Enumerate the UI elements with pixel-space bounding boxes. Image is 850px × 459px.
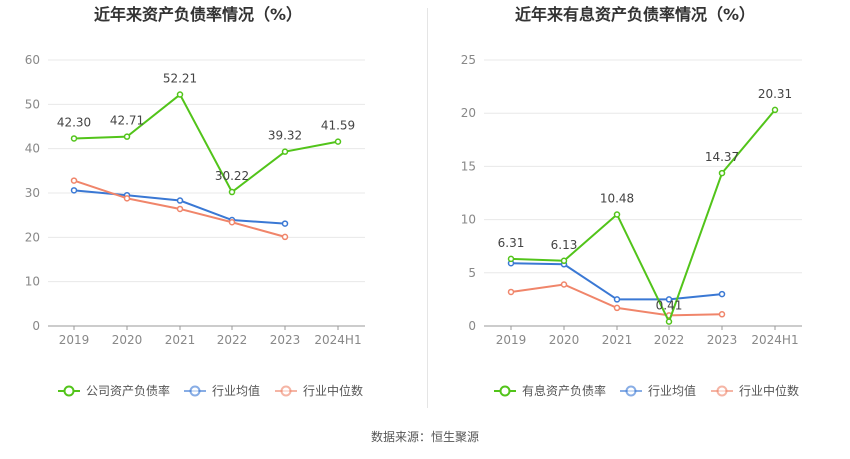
data-label: 6.13 [551, 238, 578, 252]
data-point-0 [70, 135, 78, 142]
data-point-1 [718, 290, 726, 298]
data-label: 42.71 [110, 114, 144, 128]
y-tick-label: 50 [25, 97, 40, 111]
x-tick-label: 2021 [165, 333, 196, 347]
data-point-2 [70, 177, 78, 184]
chart-left: 近年来资产负债率情况（%） 0 10 20 30 40 50 60 2019 2020 2021 20… [25, 5, 365, 398]
chart-title: 近年来有息资产负债率情况（%） [515, 5, 755, 24]
data-point-0 [281, 148, 289, 155]
legend-marker [189, 385, 201, 397]
legend-label: 公司资产负债率 [86, 383, 170, 398]
y-tick-label: 0 [32, 319, 40, 333]
series-line-0 [510, 109, 776, 325]
data-point-0 [560, 257, 568, 265]
data-label: 52.21 [163, 72, 197, 86]
x-tick-label: 2023 [707, 333, 738, 347]
chart-right: 近年来有息资产负债率情况（%） 0 5 10 15 20 25 2019 2020 2021 202… [461, 5, 802, 398]
legend-label: 行业中位数 [739, 383, 799, 398]
legend-marker [280, 385, 292, 397]
x-tick-label: 2020 [549, 333, 580, 347]
data-point-2 [176, 205, 184, 213]
y-tick-label: 15 [461, 159, 476, 173]
data-label: 39.32 [268, 129, 302, 143]
data-point-2 [228, 219, 236, 226]
y-tick-label: 5 [468, 266, 476, 280]
data-point-1 [281, 220, 289, 227]
x-tick-label: 2023 [270, 333, 301, 347]
data-point-2 [718, 311, 726, 318]
data-label: 10.48 [600, 191, 634, 205]
data-label: 0.41 [656, 299, 683, 313]
data-point-1 [70, 187, 78, 194]
data-point-0 [176, 91, 184, 98]
data-point-0 [228, 188, 236, 196]
y-tick-label: 20 [461, 106, 476, 120]
chart-title: 近年来资产负债率情况（%） [94, 5, 302, 24]
data-point-1 [176, 197, 184, 204]
y-tick-label: 10 [461, 213, 476, 227]
data-label: 20.31 [758, 87, 792, 101]
data-point-0 [665, 318, 673, 325]
data-point-2 [560, 281, 568, 288]
x-tick-label: 2019 [59, 333, 90, 347]
y-tick-label: 40 [25, 142, 40, 156]
y-tick-label: 10 [25, 275, 40, 289]
x-tick-label: 2022 [217, 333, 248, 347]
data-point-1 [613, 296, 621, 303]
y-tick-label: 20 [25, 230, 40, 244]
data-point-2 [507, 288, 515, 296]
data-point-0 [334, 138, 342, 145]
data-point-0 [613, 211, 621, 218]
legend-marker [499, 385, 511, 397]
legend-marker [63, 385, 75, 397]
data-source: 数据来源：恒生聚源 [370, 430, 479, 444]
data-point-0 [771, 106, 779, 114]
data-label: 14.37 [705, 150, 739, 164]
data-point-0 [718, 169, 726, 177]
legend-label: 行业均值 [212, 383, 260, 398]
series-line-0 [73, 93, 339, 194]
y-tick-label: 30 [25, 186, 40, 200]
panel-divider [427, 8, 428, 408]
data-point-0 [507, 255, 515, 263]
data-point-2 [281, 233, 289, 241]
series-line-1 [510, 262, 723, 301]
legend-label: 行业中位数 [303, 383, 363, 398]
x-tick-label: 2019 [496, 333, 527, 347]
data-label: 30.22 [215, 169, 249, 183]
data-label: 42.30 [57, 115, 91, 129]
x-tick-label: 2022 [654, 333, 685, 347]
data-label: 6.31 [498, 236, 525, 250]
y-tick-label: 60 [25, 53, 40, 67]
x-tick-label: 2020 [112, 333, 143, 347]
x-tick-label: 2021 [602, 333, 633, 347]
x-tick-label: 2024H1 [314, 333, 361, 347]
legend-label: 有息资产负债率 [522, 383, 606, 398]
x-tick-label: 2024H1 [751, 333, 798, 347]
legend-marker [716, 385, 728, 397]
data-point-1 [665, 296, 673, 303]
data-label: 41.59 [321, 119, 355, 133]
legend-label: 行业均值 [648, 383, 696, 398]
y-tick-label: 0 [468, 319, 476, 333]
data-point-2 [123, 195, 131, 202]
legend-marker [625, 385, 637, 397]
data-point-0 [123, 133, 131, 140]
y-tick-label: 25 [461, 53, 476, 67]
data-point-2 [613, 304, 621, 312]
